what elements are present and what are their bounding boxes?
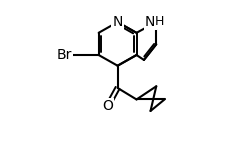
Text: H: H bbox=[155, 15, 164, 28]
Text: N: N bbox=[145, 15, 156, 29]
Text: O: O bbox=[102, 99, 113, 113]
Text: N: N bbox=[112, 15, 123, 29]
Text: Br: Br bbox=[56, 48, 72, 62]
